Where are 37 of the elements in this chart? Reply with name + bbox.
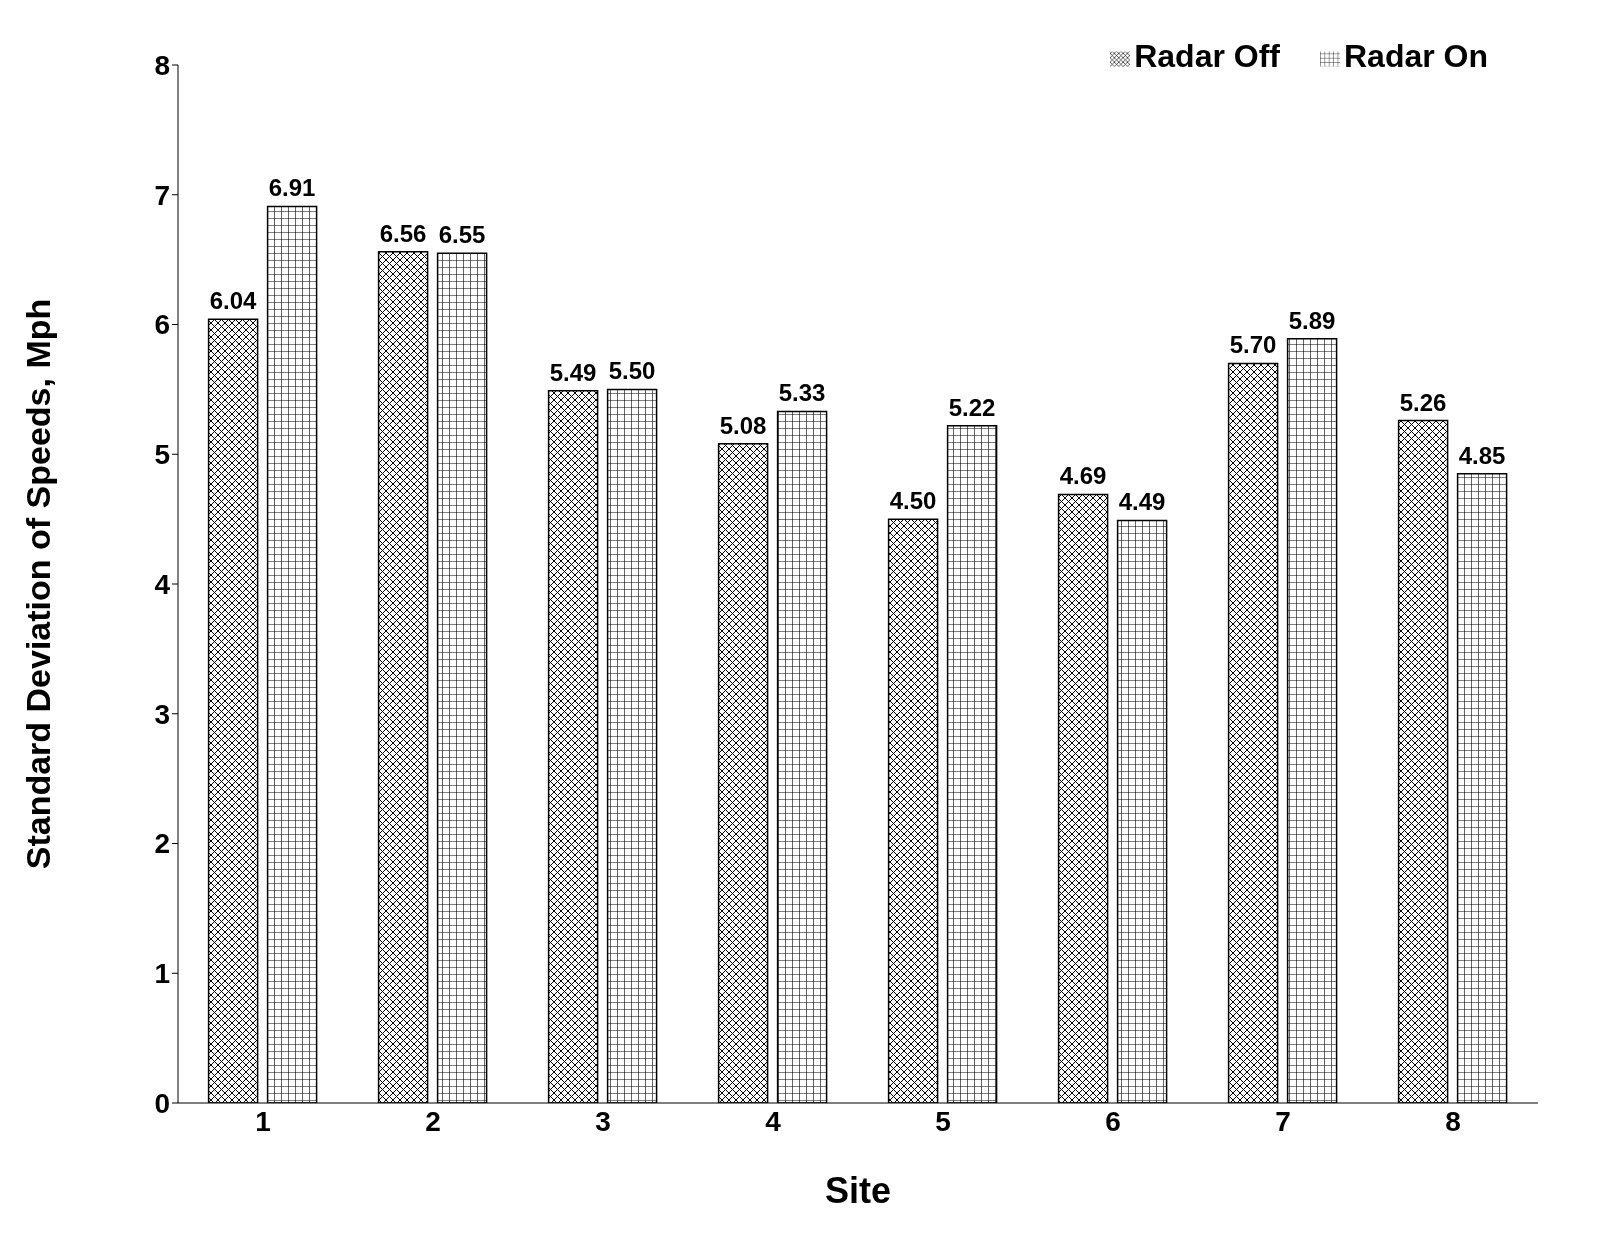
y-tick-label: 5 (154, 439, 170, 471)
data-label: 5.89 (1288, 306, 1336, 334)
x-tick-label: 2 (425, 1105, 441, 1137)
y-tick-label: 1 (154, 958, 170, 990)
data-label: 4.50 (889, 487, 937, 515)
y-tick-label: 3 (154, 698, 170, 730)
x-tick-label: 7 (1275, 1105, 1291, 1137)
y-tick-label: 6 (154, 309, 170, 341)
data-label: 5.33 (778, 379, 826, 407)
legend-label: Radar On (1343, 38, 1488, 74)
data-label: 6.55 (438, 221, 486, 249)
x-axis-title: Site (824, 1170, 892, 1211)
y-tick-label: 0 (154, 1087, 170, 1119)
y-tick-label: 8 (154, 49, 170, 81)
y-tick-label: 7 (154, 179, 170, 211)
data-label: 6.04 (209, 287, 258, 315)
data-label: 6.91 (268, 174, 316, 202)
data-label: 5.26 (1399, 388, 1447, 416)
legend-label: Radar Off (1134, 38, 1280, 74)
x-tick-label: 5 (935, 1105, 951, 1137)
x-tick-label: 8 (1445, 1105, 1461, 1137)
x-tick-label: 6 (1105, 1105, 1121, 1137)
data-label: 5.08 (719, 411, 767, 439)
y-tick-label: 2 (154, 828, 170, 860)
data-label: 6.56 (379, 219, 427, 247)
x-tick-label: 1 (255, 1105, 271, 1137)
data-label: 5.49 (549, 358, 597, 386)
data-label: 5.50 (608, 357, 656, 385)
y-tick-label: 4 (154, 568, 171, 600)
data-label: 4.49 (1118, 488, 1166, 516)
x-tick-label: 4 (765, 1105, 782, 1137)
x-tick-label: 3 (595, 1105, 611, 1137)
data-label: 4.85 (1458, 441, 1506, 469)
data-label: 4.69 (1059, 462, 1107, 490)
data-label: 5.22 (948, 393, 996, 421)
data-label: 5.70 (1229, 331, 1277, 359)
y-axis-title: Standard Deviation of Speeds, Mph (19, 298, 58, 870)
